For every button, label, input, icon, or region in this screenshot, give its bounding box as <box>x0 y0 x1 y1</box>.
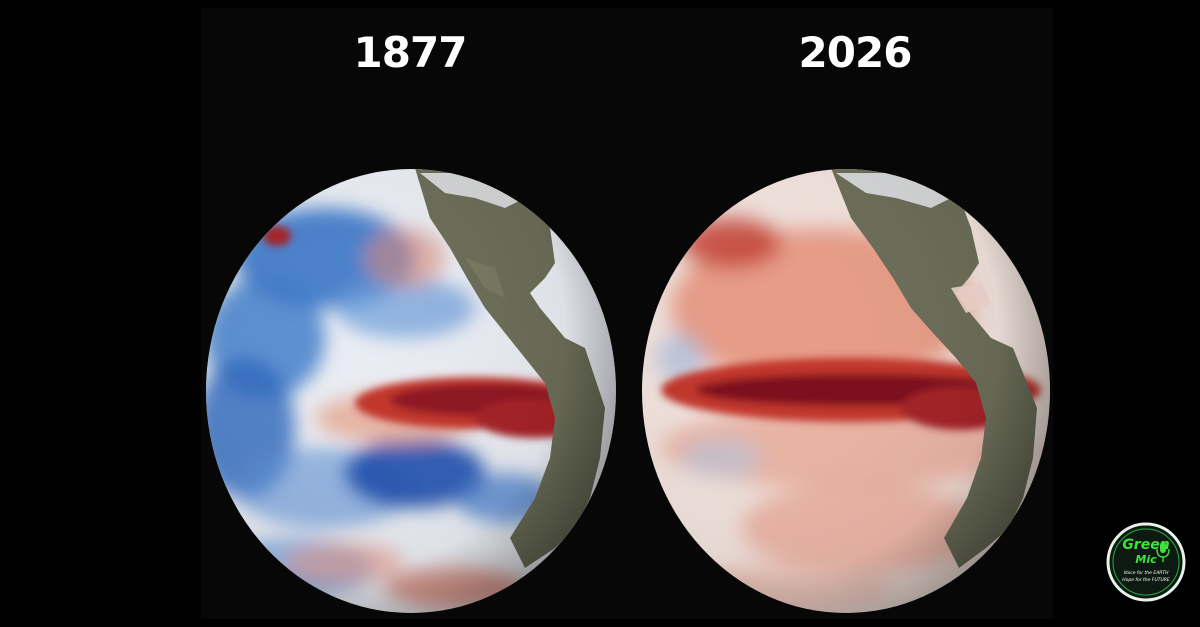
logo-tagline-1: Voice for the EARTH <box>1123 571 1169 576</box>
logo-tagline-2: Hope for the FUTURE <box>1122 578 1170 583</box>
year-label-right: 2026 <box>798 28 913 77</box>
logo-word-green: Green <box>1122 537 1170 553</box>
microphone-icon <box>1156 542 1170 562</box>
green-mic-logo: Green Mic Voice for the EARTH Hope for t… <box>1106 522 1186 602</box>
globe-left <box>206 169 616 613</box>
logo-word-mic: Mic <box>1135 553 1157 566</box>
globe-right <box>642 169 1050 613</box>
year-label-left: 1877 <box>353 28 468 77</box>
